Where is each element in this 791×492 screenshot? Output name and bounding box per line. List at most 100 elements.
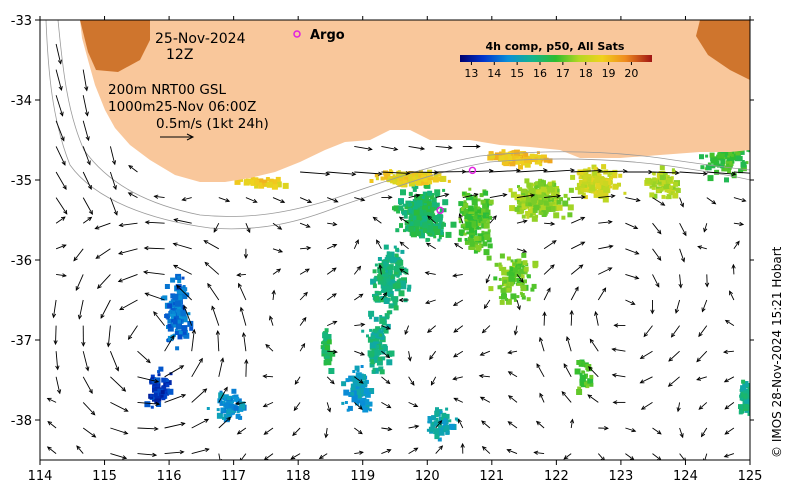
current-arrow bbox=[376, 239, 382, 250]
sst-pixel bbox=[381, 269, 386, 274]
sst-pixel bbox=[520, 285, 527, 292]
sst-pixel bbox=[161, 386, 167, 391]
current-arrow bbox=[272, 197, 286, 204]
sst-pixel bbox=[418, 219, 425, 226]
sst-pixel bbox=[579, 375, 586, 382]
sst-pixel bbox=[350, 383, 357, 390]
current-vectors bbox=[46, 43, 750, 460]
sst-pixel bbox=[409, 203, 413, 206]
sst-pixel bbox=[483, 222, 490, 229]
current-arrow bbox=[454, 243, 464, 250]
sst-pixel bbox=[651, 185, 656, 190]
sst-pixel bbox=[580, 186, 585, 191]
sst-pixel bbox=[373, 316, 379, 322]
sst-pixel bbox=[508, 270, 515, 277]
sst-pixel bbox=[179, 315, 182, 319]
sst-pixel bbox=[384, 257, 389, 262]
current-arrow bbox=[398, 216, 409, 224]
current-arrow bbox=[263, 427, 274, 435]
sst-pixel bbox=[651, 183, 656, 188]
sst-pixel bbox=[498, 262, 502, 266]
sst-pixel bbox=[163, 388, 170, 395]
sst-pixel bbox=[480, 208, 486, 214]
sst-pixel bbox=[428, 426, 434, 432]
sst-pixel bbox=[587, 183, 591, 187]
current-arrow bbox=[326, 293, 337, 301]
current-arrow bbox=[326, 402, 332, 413]
sst-pixel bbox=[377, 275, 383, 281]
sst-pixel bbox=[181, 325, 188, 332]
sst-pixel bbox=[436, 214, 443, 221]
current-arrow bbox=[96, 274, 111, 289]
sst-pixel bbox=[235, 413, 241, 419]
sst-pixel bbox=[577, 386, 582, 391]
current-arrow bbox=[724, 402, 735, 410]
sst-pixel bbox=[705, 164, 712, 171]
sst-pixel bbox=[167, 325, 174, 332]
sst-pixel bbox=[369, 316, 373, 320]
sst-pixel bbox=[501, 293, 507, 300]
current-arrow bbox=[172, 264, 192, 275]
sst-pixel bbox=[737, 156, 743, 161]
sst-pixel bbox=[486, 255, 492, 261]
current-arrow bbox=[697, 245, 707, 250]
sst-pixel bbox=[359, 400, 365, 406]
sst-pixel bbox=[240, 178, 243, 182]
sst-pixel bbox=[363, 399, 370, 406]
current-arrow bbox=[218, 357, 225, 377]
current-arrow bbox=[678, 274, 683, 289]
current-arrow bbox=[483, 299, 491, 310]
sst-pixel bbox=[379, 315, 383, 318]
y-tick-label: -37 bbox=[11, 334, 32, 349]
current-arrow bbox=[326, 267, 337, 275]
sst-pixel bbox=[436, 176, 442, 182]
sst-pixel bbox=[724, 177, 729, 183]
sst-pixel bbox=[606, 184, 611, 189]
sst-pixel bbox=[740, 165, 747, 172]
sst-pixel bbox=[584, 380, 589, 386]
sst-pixel bbox=[671, 185, 676, 190]
current-arrow bbox=[82, 120, 90, 142]
sst-pixel bbox=[438, 236, 442, 240]
map-hour: 12Z bbox=[166, 47, 193, 63]
sst-pixel bbox=[665, 196, 669, 200]
current-arrow bbox=[299, 197, 313, 203]
current-arrow bbox=[100, 299, 111, 319]
sst-pixel bbox=[357, 394, 362, 399]
current-arrow bbox=[271, 289, 276, 301]
sst-pixel bbox=[482, 241, 488, 247]
sst-pixel bbox=[652, 172, 656, 176]
sst-pixel bbox=[401, 277, 407, 284]
sst-pixel bbox=[164, 314, 169, 318]
sst-pixel bbox=[673, 181, 679, 187]
sst-pixel bbox=[515, 158, 522, 164]
sst-pixel bbox=[468, 187, 472, 191]
sst-pixel bbox=[393, 245, 397, 249]
sst-pixel bbox=[361, 329, 365, 333]
sst-pixel bbox=[371, 335, 376, 340]
sst-pixel bbox=[521, 252, 527, 258]
current-arrow bbox=[698, 402, 708, 410]
current-arrow bbox=[481, 420, 491, 429]
sst-pixel bbox=[368, 310, 375, 317]
sst-pixel bbox=[403, 268, 409, 274]
sst-pixel bbox=[379, 333, 383, 337]
sst-pixel bbox=[407, 284, 412, 289]
sst-pixel bbox=[498, 277, 502, 281]
sst-pixel bbox=[723, 150, 729, 156]
current-arrow bbox=[324, 427, 329, 439]
sst-pixel bbox=[223, 397, 228, 402]
sst-pixel bbox=[176, 329, 182, 335]
sst-pixel bbox=[386, 310, 391, 315]
current-arrow bbox=[538, 336, 545, 352]
isobath-1000m bbox=[45, 20, 750, 230]
sst-pixel bbox=[239, 401, 246, 408]
sst-pixel bbox=[725, 167, 730, 172]
sst-pixel bbox=[609, 185, 613, 189]
current-arrow bbox=[327, 171, 357, 177]
sst-pixel bbox=[555, 188, 560, 193]
sst-pixel bbox=[262, 179, 268, 185]
current-arrow bbox=[211, 305, 220, 326]
sst-pixel bbox=[531, 215, 538, 222]
sst-pixel bbox=[172, 311, 176, 315]
